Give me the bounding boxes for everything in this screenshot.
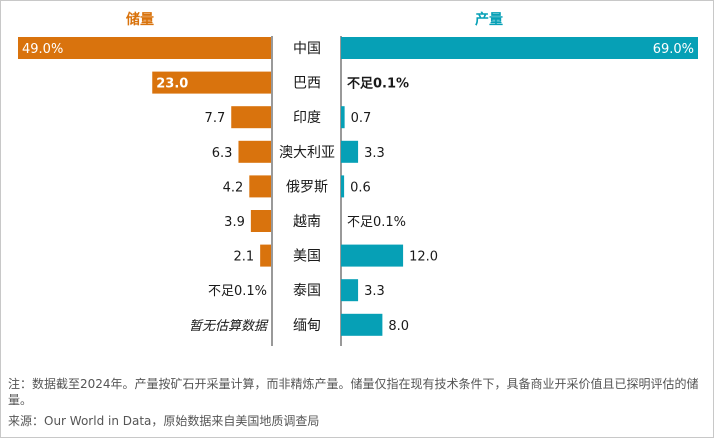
category-label: 缅甸 bbox=[293, 318, 321, 334]
reserves-value-label: 49.0% bbox=[22, 42, 63, 57]
production-value-label: 0.7 bbox=[351, 111, 372, 126]
production-value-label: 3.3 bbox=[364, 146, 385, 161]
production-value-label: 0.6 bbox=[350, 180, 371, 195]
reserves-bar bbox=[152, 71, 271, 94]
category-label: 俄罗斯 bbox=[286, 179, 328, 195]
reserves-value-label: 23.0 bbox=[156, 77, 188, 92]
reserves-value-label: 3.9 bbox=[224, 215, 245, 230]
reserves-bar bbox=[260, 244, 271, 267]
production-bar bbox=[341, 279, 359, 302]
category-label: 中国 bbox=[293, 41, 321, 57]
footnote: 注：数据截至2024年。产量按矿石开采量计算，而非精炼产量。储量仅指在现有技术条… bbox=[8, 377, 699, 407]
butterfly-bar-chart: 中国 49.0% 69.0% 巴西 23.0 不足0.1% 印度 7.7 0.7 澳大利亚 6.3 3… bbox=[18, 36, 698, 346]
category-label: 美国 bbox=[293, 249, 321, 265]
production-bar bbox=[341, 244, 404, 267]
production-bar bbox=[341, 140, 359, 163]
production-value-label: 不足0.1% bbox=[347, 215, 406, 230]
reserves-bar bbox=[250, 210, 271, 232]
category-label: 泰国 bbox=[293, 283, 321, 299]
production-header: 产量 bbox=[475, 12, 503, 28]
production-value-label: 12.0 bbox=[409, 250, 438, 265]
reserves-value-label: 7.7 bbox=[205, 111, 226, 126]
category-label: 巴西 bbox=[293, 76, 321, 92]
production-value-label: 不足0.1% bbox=[347, 77, 409, 92]
production-bar bbox=[341, 106, 345, 129]
production-bar bbox=[341, 37, 698, 59]
reserves-value-label: 6.3 bbox=[212, 146, 233, 161]
reserves-bar bbox=[238, 140, 271, 163]
reserves-header: 储量 bbox=[126, 12, 154, 28]
category-label: 印度 bbox=[293, 110, 321, 126]
production-value-label: 3.3 bbox=[364, 284, 385, 299]
category-label: 越南 bbox=[293, 214, 321, 230]
reserves-bar bbox=[249, 175, 271, 198]
production-value-label: 8.0 bbox=[388, 319, 409, 334]
production-bar bbox=[341, 175, 345, 198]
category-label: 澳大利亚 bbox=[279, 145, 335, 161]
production-bar bbox=[341, 313, 383, 336]
reserves-value-label: 2.1 bbox=[233, 250, 254, 265]
source-note: 来源：Our World in Data，原始数据来自美国地质调查局 bbox=[8, 414, 320, 428]
reserves-bar bbox=[231, 106, 271, 129]
reserves-value-label: 4.2 bbox=[223, 180, 244, 195]
reserves-bar bbox=[18, 37, 271, 59]
reserves-value-label: 不足0.1% bbox=[208, 284, 267, 299]
reserves-value-label: 暂无估算数据 bbox=[189, 319, 269, 334]
production-value-label: 69.0% bbox=[653, 42, 694, 57]
